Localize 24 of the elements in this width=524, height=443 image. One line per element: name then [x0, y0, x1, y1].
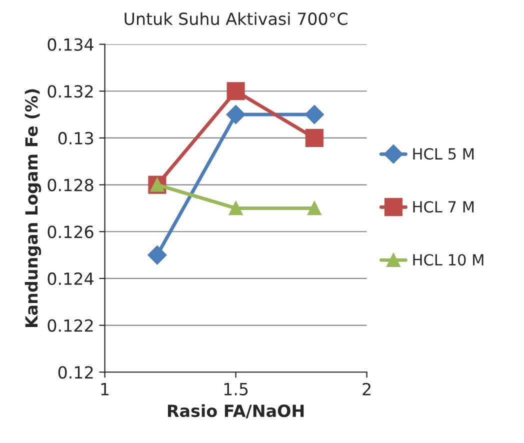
point: [304, 105, 324, 124]
y-tick-label: 0.132: [48, 85, 93, 98]
chart-title: Untuk Suhu Aktivasi 700°C: [124, 12, 348, 26]
y-tick-label: 0.12: [58, 366, 93, 379]
legend-label: HCL 10 M: [413, 254, 484, 266]
y-tick-label: 0.124: [48, 272, 94, 286]
point: [228, 201, 243, 216]
point: [226, 82, 245, 100]
y-tick-label: 0.128: [48, 178, 94, 192]
y-tick-label: 0.134: [48, 38, 94, 51]
x-tick-label: 2: [362, 382, 370, 396]
x-tick-label: 1.5: [224, 383, 248, 396]
point: [307, 201, 322, 216]
y-tick-label: 0.122: [48, 319, 93, 332]
x-tick-label: 1: [101, 383, 109, 396]
y-tick-label: 0.13: [58, 132, 94, 145]
x-axis-title: Rasio FA/NaOH: [168, 404, 304, 418]
point: [226, 105, 246, 124]
y-tick-label: 0.126: [48, 226, 94, 238]
point: [148, 246, 167, 265]
legend-label: HCL 7 M: [413, 201, 474, 213]
point: [305, 128, 324, 147]
legend-label: HCL 5 M: [413, 148, 474, 160]
y-axis-title: Kandungan Logam Fe (%): [24, 89, 42, 328]
